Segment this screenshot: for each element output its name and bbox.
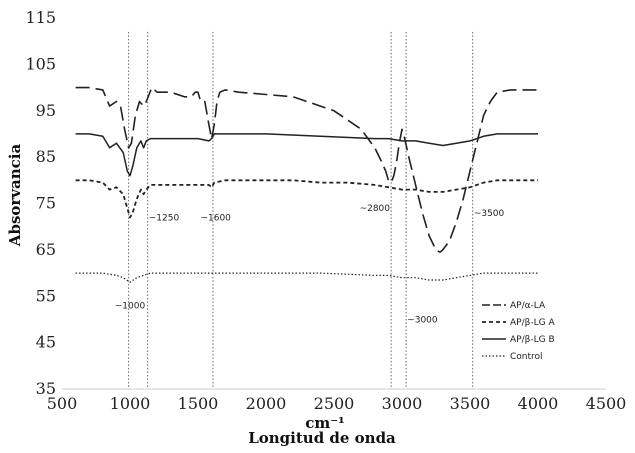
series-line	[75, 86, 538, 253]
legend-label: Control	[510, 352, 543, 362]
legend-label: AP/α-LA	[510, 301, 546, 311]
x-tick-label: 2000	[246, 394, 287, 413]
y-tick-label: 65	[36, 240, 56, 259]
peak-annotations: ~1000 ~1250 ~1600 ~2800 ~3000 ~3500	[115, 204, 505, 325]
series-line	[75, 272, 538, 283]
x-tick-label: 500	[47, 394, 78, 413]
legend-label: AP/β-LG A	[510, 318, 555, 328]
series-line	[75, 133, 538, 177]
x-tick-label: 2500	[314, 394, 355, 413]
legend-label: AP/β-LG B	[510, 335, 555, 345]
x-tick-label: 1500	[178, 394, 219, 413]
y-tick-label: 95	[36, 101, 56, 120]
y-tick-label: 85	[36, 147, 56, 166]
series-lines	[75, 86, 538, 283]
y-axis-ticks: 35 45 55 65 75 85 95 105 115	[25, 8, 56, 398]
x-tick-label: 4500	[586, 394, 627, 413]
reference-lines	[128, 31, 474, 389]
x-tick-label: 1000	[110, 394, 151, 413]
peak-label: ~3000	[407, 315, 438, 325]
peak-label: ~1600	[200, 213, 231, 223]
y-tick-label: 55	[36, 286, 56, 305]
x-tick-label: 3000	[382, 394, 423, 413]
x-axis-ticks: 500 1000 1500 2000 2500 3000 3500 4000 4500	[47, 394, 627, 413]
series-line	[75, 179, 538, 219]
peak-label: ~1250	[149, 213, 180, 223]
legend: AP/α-LA AP/β-LG A AP/β-LG B Control	[482, 301, 555, 362]
y-tick-label: 115	[25, 8, 56, 27]
x-tick-label: 3500	[450, 394, 491, 413]
peak-label: ~2800	[360, 204, 391, 214]
peak-label: ~1000	[115, 302, 146, 312]
y-tick-label: 75	[36, 194, 56, 213]
x-axis-title: Longitud de onda	[248, 429, 396, 447]
x-tick-label: 4000	[518, 394, 559, 413]
y-tick-label: 105	[25, 54, 56, 73]
y-tick-label: 45	[36, 333, 56, 352]
y-axis-title: Absorvancia	[6, 144, 24, 248]
y-tick-label: 35	[36, 379, 56, 398]
x-axis-unit: cm⁻¹	[305, 414, 345, 432]
peak-label: ~3500	[474, 209, 505, 219]
